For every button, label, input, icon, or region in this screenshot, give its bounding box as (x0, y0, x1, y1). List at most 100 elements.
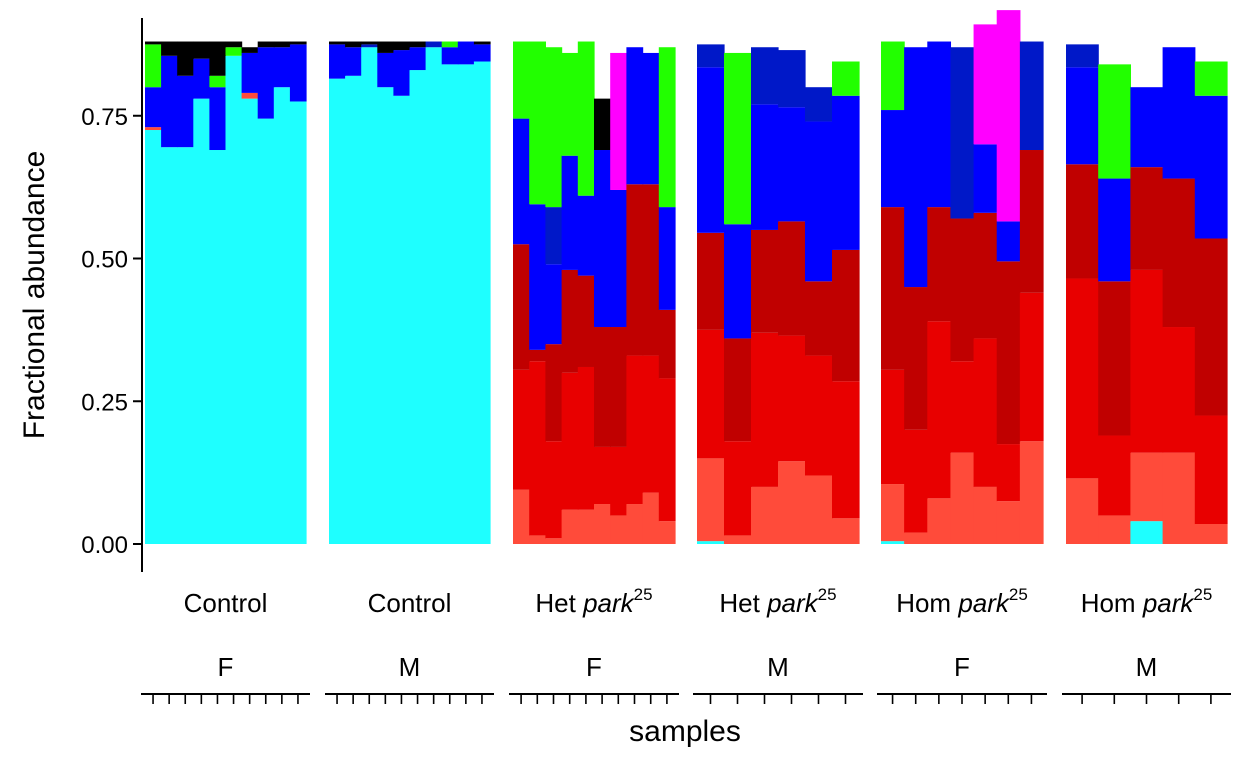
bar-segment-darkred (927, 207, 952, 322)
bar-segment-coral (529, 535, 546, 544)
bar-segment-darkred (1130, 167, 1164, 270)
bar-segment-blue (257, 47, 275, 119)
bar-segment-red (610, 446, 627, 516)
bar-segment-red (805, 355, 833, 476)
bar-segment-red (529, 361, 546, 536)
x-axis-label: samples (629, 715, 741, 748)
bar-segment-cyan (473, 61, 491, 544)
bar-segment-green (441, 41, 459, 48)
panel-group-sup: 25 (818, 585, 837, 604)
bar-segment-coral (996, 501, 1021, 544)
bar-segment-black (289, 41, 307, 45)
bar-segment-black (329, 41, 346, 45)
bar-segment-darkred (1162, 178, 1196, 328)
bar-segment-navy (950, 47, 975, 219)
bar-segment-cyan (289, 101, 307, 544)
bar-segment-navy (425, 41, 443, 48)
bar-segment-blue (594, 150, 611, 328)
bar-segment-black (594, 98, 611, 151)
bar-segment-green (1194, 61, 1228, 96)
panel-sex-label: M (1136, 652, 1158, 682)
panel-group-label: Hom park25 (1081, 585, 1213, 618)
bar-segment-black (193, 41, 210, 59)
bar-segment-darkred (529, 349, 546, 362)
bar-segment-red (626, 355, 644, 505)
bar-segment-blue (996, 221, 1021, 262)
bar-segment-red (561, 372, 579, 510)
bar-segment-darkred (545, 344, 563, 442)
panel-group-label: Het park25 (719, 585, 836, 618)
bar-segment-blue (805, 121, 833, 282)
bar-segment-red (545, 441, 563, 539)
bar-segment-blue (393, 50, 411, 96)
panel-group-text: Het (535, 588, 583, 618)
bar-segment-coral (610, 515, 627, 544)
bar-segment-blue (161, 55, 178, 148)
bar-segment-coral (697, 458, 725, 542)
bar-segment-coral (832, 518, 860, 544)
bar-segment-red (594, 446, 611, 505)
bar-segment-red (658, 378, 676, 522)
bar-segment-red (1194, 415, 1228, 525)
bar-segment-blue (209, 87, 227, 151)
panel-group-text: Control (368, 588, 452, 618)
bar-segment-coral (145, 127, 162, 131)
y-tick-label: 0.75 (81, 104, 128, 131)
bar-segment-darkred (513, 244, 530, 370)
panel-group-label: Hom park25 (896, 585, 1028, 618)
bar-segment-blue (441, 47, 459, 65)
bar-segment-black (177, 41, 194, 76)
panel: Hom park25 M (1062, 44, 1231, 704)
bar-segment-cyan (177, 147, 194, 544)
bar-segment-navy (545, 207, 563, 265)
bar-segment-green (561, 52, 579, 156)
bar-segment-blue (1098, 178, 1131, 282)
bar-segment-black (225, 41, 243, 48)
bar-segment-blue (1130, 87, 1164, 168)
y-axis-label: Fractional abundance (18, 151, 51, 440)
bar-segment-coral (950, 452, 975, 544)
bar-segment-blue (545, 264, 563, 345)
bar-segment-blue (832, 95, 860, 250)
bar-segment-coral (594, 504, 611, 544)
bar-segment-green (209, 75, 227, 88)
panel-group-label: Control (368, 588, 452, 618)
bar-segment-darkred (1194, 238, 1228, 416)
bar-segment-cyan (393, 95, 411, 544)
bar-segment-red (1066, 278, 1099, 479)
panel-sex-label: M (399, 652, 421, 682)
bar-segment-coral (724, 535, 752, 544)
y-tick-label: 0.25 (81, 389, 128, 416)
panel-group-italic: park (766, 588, 820, 618)
bar-segment-red (513, 369, 530, 490)
panel: Het park25 F (509, 41, 679, 704)
bar-segment-darkred (904, 287, 928, 430)
bar-segment-black (409, 41, 427, 48)
bar-segment-red (1130, 269, 1164, 453)
bar-segment-red (724, 441, 752, 536)
bar-segment-black (377, 41, 394, 53)
bar-segment-cyan (329, 78, 346, 544)
bar-segment-blue (610, 189, 627, 328)
bar-segment-blue (904, 47, 928, 288)
bar-segment-blue (724, 224, 752, 339)
panel-group-text: Het (719, 588, 767, 618)
bar-segment-blue (473, 44, 491, 62)
bar-segment-green (145, 44, 162, 88)
bar-segment-coral (904, 532, 928, 544)
bar-segment-cyan (441, 64, 459, 545)
bar-segment-blue (273, 47, 291, 88)
bar-segment-cyan (257, 118, 275, 545)
bar-segment-coral (626, 504, 644, 544)
bar-segment-cyan (241, 98, 259, 545)
bar-segment-coral (973, 486, 998, 544)
panel-group-text: Hom (1081, 588, 1143, 618)
bar-segment-cyan (145, 130, 162, 544)
bar-segment-darkred (1019, 150, 1044, 293)
bar-segment-blue (513, 118, 530, 245)
bar-segment-darkred (832, 249, 860, 382)
bar-segment-cyan (345, 75, 362, 544)
bar-segment-coral (881, 484, 905, 542)
bar-segment-red (950, 361, 975, 453)
panel-group-text: Hom (896, 588, 958, 618)
